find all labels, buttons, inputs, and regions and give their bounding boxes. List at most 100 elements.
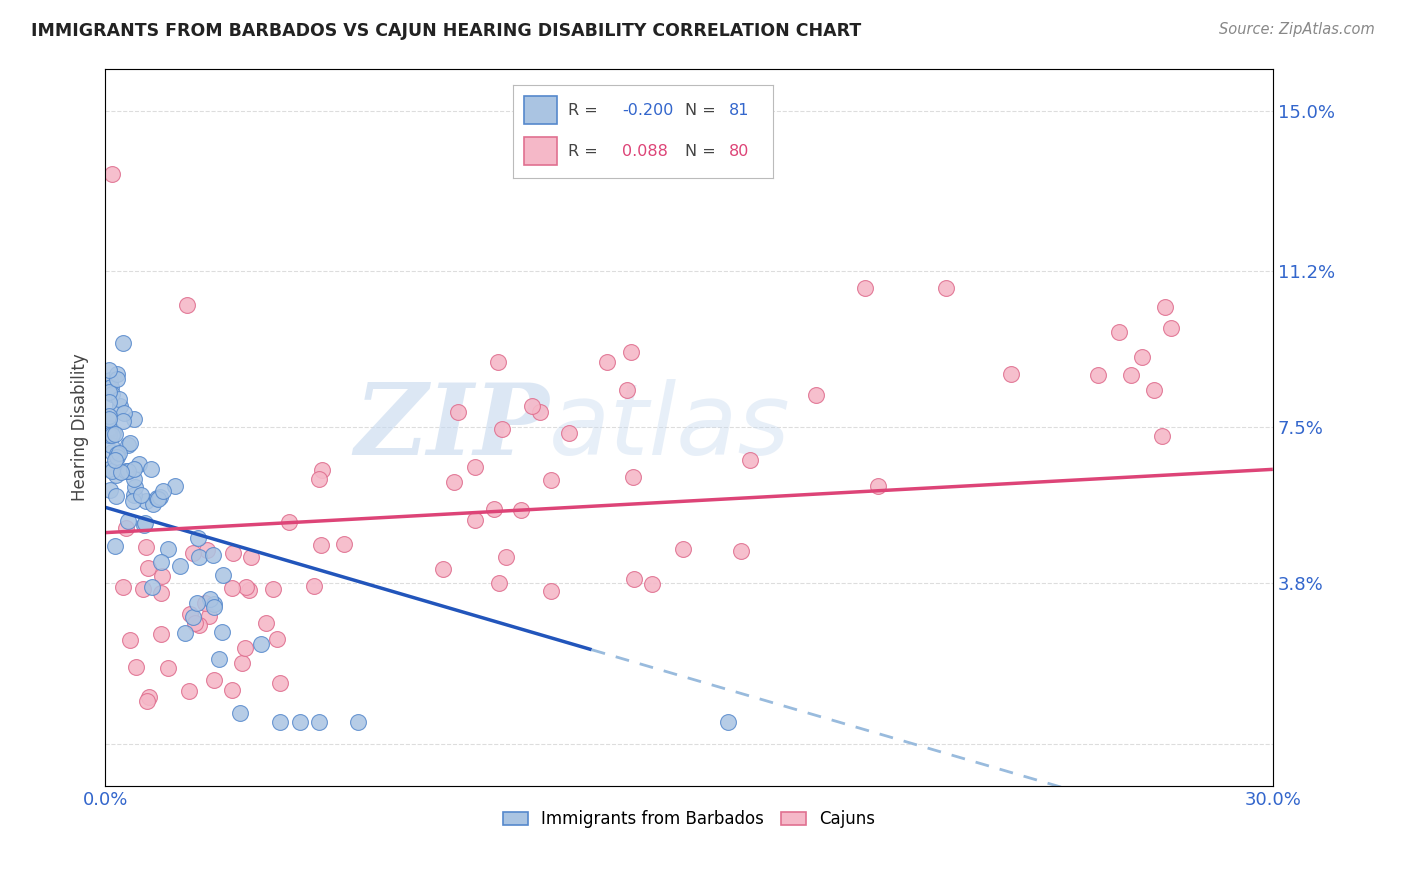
Point <box>112 406 135 420</box>
Text: R =: R = <box>568 144 607 159</box>
Point <box>117 464 139 478</box>
Point <box>105 367 128 381</box>
Point <box>165 479 187 493</box>
Point <box>1000 367 1022 381</box>
Point <box>98 412 121 426</box>
Point <box>108 399 131 413</box>
Point <box>853 281 876 295</box>
Text: atlas: atlas <box>548 378 790 475</box>
Point <box>101 444 124 458</box>
Point <box>142 497 165 511</box>
Point <box>112 414 135 428</box>
Point <box>347 715 370 730</box>
Point <box>141 462 163 476</box>
Point <box>124 472 146 486</box>
Point <box>202 598 225 612</box>
Point <box>103 539 125 553</box>
Point <box>104 452 127 467</box>
Point <box>118 435 141 450</box>
Point <box>169 559 191 574</box>
Point <box>124 660 146 674</box>
Point <box>620 345 643 359</box>
Point <box>212 568 235 582</box>
Point <box>229 706 252 720</box>
Point <box>145 491 167 505</box>
Point <box>98 424 121 438</box>
Text: 80: 80 <box>730 144 749 159</box>
Text: R =: R = <box>568 103 603 118</box>
Point <box>149 490 172 504</box>
Point <box>115 521 138 535</box>
Point <box>269 676 291 690</box>
Point <box>194 596 217 610</box>
Point <box>108 392 131 406</box>
Point <box>122 488 145 502</box>
Point <box>201 548 224 562</box>
Point <box>132 582 155 596</box>
Point <box>108 445 131 459</box>
Point <box>621 470 644 484</box>
Point <box>129 488 152 502</box>
Point <box>149 627 172 641</box>
Point <box>558 425 581 440</box>
Point <box>122 462 145 476</box>
Point <box>482 501 505 516</box>
Text: Source: ZipAtlas.com: Source: ZipAtlas.com <box>1219 22 1375 37</box>
Bar <box>523 137 557 165</box>
Point <box>1154 301 1177 315</box>
Point <box>640 577 662 591</box>
Point <box>135 694 157 708</box>
Point <box>235 580 257 594</box>
Point <box>98 420 121 434</box>
Point <box>717 715 740 730</box>
Point <box>105 372 128 386</box>
Point <box>115 464 138 478</box>
Point <box>277 515 299 529</box>
Point <box>432 562 454 576</box>
Point <box>233 641 256 656</box>
Point <box>311 463 333 477</box>
Point <box>101 464 124 478</box>
Point <box>118 632 141 647</box>
Point <box>156 541 179 556</box>
Point <box>806 388 828 402</box>
Point <box>128 457 150 471</box>
Point <box>1143 384 1166 398</box>
Point <box>540 584 562 599</box>
Point <box>183 546 205 560</box>
Point <box>100 380 122 394</box>
Text: -0.200: -0.200 <box>623 103 673 118</box>
Point <box>262 582 284 597</box>
Y-axis label: Hearing Disability: Hearing Disability <box>72 353 89 501</box>
Point <box>112 580 135 594</box>
Point <box>540 473 562 487</box>
Text: IMMIGRANTS FROM BARBADOS VS CAJUN HEARING DISABILITY CORRELATION CHART: IMMIGRANTS FROM BARBADOS VS CAJUN HEARIN… <box>31 22 862 40</box>
Point <box>222 545 245 559</box>
Point <box>100 483 122 497</box>
Point <box>100 167 122 181</box>
Text: N =: N = <box>685 103 721 118</box>
Point <box>529 405 551 419</box>
Point <box>202 600 225 615</box>
Point <box>935 281 957 295</box>
Point <box>866 479 889 493</box>
Point <box>150 569 173 583</box>
Point <box>134 516 156 530</box>
Point <box>596 355 619 369</box>
Point <box>443 475 465 489</box>
Point <box>176 298 198 312</box>
Point <box>195 542 218 557</box>
Point <box>250 637 273 651</box>
Point <box>100 428 122 442</box>
Point <box>221 682 243 697</box>
Point <box>672 541 695 556</box>
Point <box>486 354 509 368</box>
Point <box>181 609 204 624</box>
Point <box>173 626 195 640</box>
Point <box>464 460 486 475</box>
Point <box>495 549 517 564</box>
Point <box>101 426 124 441</box>
Point <box>254 615 277 630</box>
Point <box>98 381 121 395</box>
Point <box>302 579 325 593</box>
